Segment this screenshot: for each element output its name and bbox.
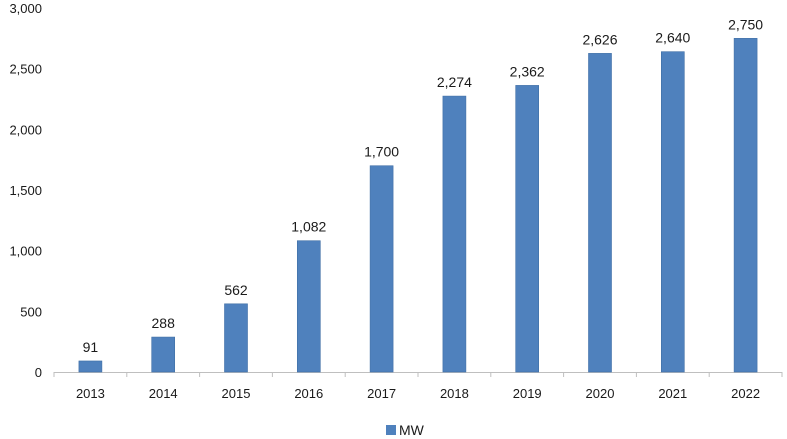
y-tick-label: 1,500 xyxy=(9,183,42,198)
y-tick-label: 2,000 xyxy=(9,122,42,137)
bar xyxy=(588,53,612,373)
legend: MW xyxy=(386,422,425,438)
bar xyxy=(369,165,394,373)
bar xyxy=(660,51,685,373)
x-tick-label: 2017 xyxy=(367,386,396,401)
y-tick-label: 2,500 xyxy=(9,62,42,77)
data-labels: 91 288 562 1,082 1,700 2,274 2,362 2,626 2,640 2,… xyxy=(83,16,764,355)
bar xyxy=(733,38,758,373)
y-tick-label: 0 xyxy=(35,365,42,380)
legend-label-mw: MW xyxy=(399,422,425,438)
data-label: 2,626 xyxy=(582,31,617,47)
y-tick-label: 500 xyxy=(20,304,42,319)
x-axis: 2013 2014 2015 2016 2017 2018 2019 2020 2021 2022 xyxy=(53,372,783,401)
data-label: 2,640 xyxy=(655,30,690,46)
x-tick-label: 2018 xyxy=(440,386,469,401)
data-label: 562 xyxy=(224,282,248,298)
bar xyxy=(151,336,175,373)
x-tick-label: 2015 xyxy=(222,386,251,401)
data-label: 2,274 xyxy=(437,74,472,90)
x-tick-label: 2019 xyxy=(513,386,542,401)
y-tick-label: 3,000 xyxy=(9,1,42,16)
y-tick-label: 1,000 xyxy=(9,244,42,259)
data-label: 1,082 xyxy=(291,219,326,235)
bar xyxy=(515,85,540,373)
data-label: 2,750 xyxy=(728,16,763,32)
x-tick-label: 2016 xyxy=(294,386,323,401)
bar xyxy=(78,360,103,373)
bars xyxy=(78,38,758,373)
bar xyxy=(224,303,248,373)
data-label: 288 xyxy=(152,315,176,331)
data-label: 1,700 xyxy=(364,144,399,160)
x-tick-label: 2014 xyxy=(149,386,178,401)
legend-swatch-mw xyxy=(386,425,396,435)
data-label: 2,362 xyxy=(510,63,545,79)
x-tick-label: 2013 xyxy=(76,386,105,401)
bar xyxy=(296,240,321,373)
y-axis: 0 500 1,000 1,500 2,000 2,500 3,000 xyxy=(9,1,42,380)
data-label: 91 xyxy=(83,339,99,355)
x-tick-label: 2021 xyxy=(658,386,687,401)
x-tick-label: 2022 xyxy=(731,386,760,401)
bar xyxy=(442,95,467,373)
x-tick-label: 2020 xyxy=(586,386,615,401)
